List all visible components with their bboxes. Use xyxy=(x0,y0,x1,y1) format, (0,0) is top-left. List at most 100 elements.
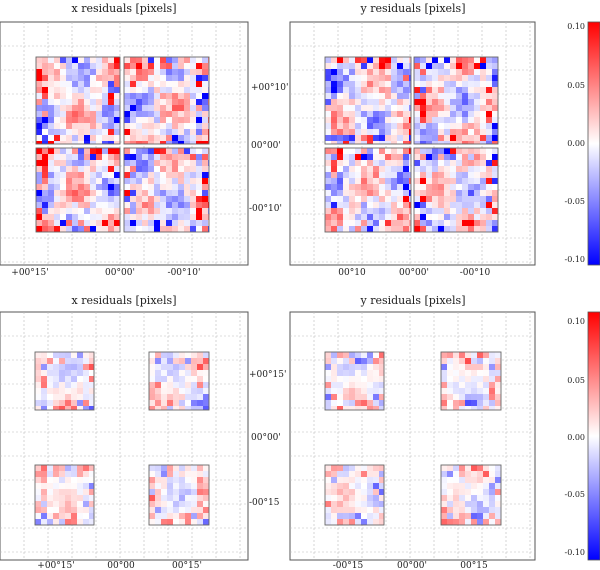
residual-cell xyxy=(166,57,172,63)
residual-cell xyxy=(465,382,471,388)
residual-cell xyxy=(184,63,190,69)
residual-cell xyxy=(108,226,114,232)
residual-cell xyxy=(78,148,84,154)
residual-cell xyxy=(72,69,78,75)
residual-cell xyxy=(66,178,72,184)
residual-cell xyxy=(456,135,462,141)
residual-cell xyxy=(325,154,331,160)
residual-cell xyxy=(65,370,71,376)
residual-cell xyxy=(355,154,361,160)
residual-cell xyxy=(480,123,486,129)
residual-cell xyxy=(495,406,501,410)
residual-cell xyxy=(391,87,397,93)
residual-cell xyxy=(66,214,72,220)
residual-cell xyxy=(462,178,468,184)
residual-cell xyxy=(167,394,173,400)
residual-cell xyxy=(54,135,60,141)
residual-cell xyxy=(441,483,447,489)
colorbar-tick: 0.05 xyxy=(567,376,585,385)
residual-cell xyxy=(77,376,83,382)
residual-cell xyxy=(142,63,148,69)
residual-cell xyxy=(462,57,468,63)
residual-cell xyxy=(459,388,465,394)
residual-cell xyxy=(114,123,120,129)
residual-cell xyxy=(492,129,498,135)
residual-cell xyxy=(480,220,486,226)
residual-cell xyxy=(414,160,420,166)
residual-cell xyxy=(456,184,462,190)
residual-cell xyxy=(72,148,78,154)
residual-cell xyxy=(355,220,361,226)
residual-cell xyxy=(35,394,41,400)
residual-cell xyxy=(71,358,77,364)
residual-cell xyxy=(59,406,65,410)
residual-cell xyxy=(414,184,420,190)
residual-cell xyxy=(190,111,196,117)
residual-cell xyxy=(480,63,486,69)
residual-cell xyxy=(456,99,462,105)
detector-chip xyxy=(35,56,121,145)
residual-cell xyxy=(96,172,102,178)
residual-cell xyxy=(173,465,179,471)
residual-cell xyxy=(331,400,337,406)
colorbar-top: 0.10 0.05 0.00 -0.05 -0.10 xyxy=(564,21,600,266)
residual-cell xyxy=(355,69,361,75)
residual-cell xyxy=(379,406,384,410)
residual-cell xyxy=(468,220,474,226)
residual-cell xyxy=(148,172,154,178)
residual-cell xyxy=(96,154,102,160)
residual-cell xyxy=(483,501,489,507)
residual-cell xyxy=(102,196,108,202)
residual-cell xyxy=(185,471,191,477)
residual-cell xyxy=(355,81,361,87)
residual-cell xyxy=(124,208,130,214)
residual-cell xyxy=(53,388,59,394)
chip-border xyxy=(35,56,121,145)
panel-title: x residuals [pixels] xyxy=(72,294,177,307)
residual-cell xyxy=(155,501,161,507)
residual-cell xyxy=(450,160,456,166)
residual-cell xyxy=(102,141,108,144)
residual-cell xyxy=(337,135,343,141)
residual-cell xyxy=(89,501,94,507)
residual-cell xyxy=(492,57,498,63)
residual-cell xyxy=(361,99,367,105)
residual-cell xyxy=(397,226,403,232)
residual-cell xyxy=(397,63,403,69)
residual-cell xyxy=(355,75,361,81)
residual-cell xyxy=(130,148,136,154)
residual-cell xyxy=(379,81,385,87)
residual-cell xyxy=(391,117,397,123)
residual-cell xyxy=(71,406,77,410)
residual-cell xyxy=(166,69,172,75)
residual-cell xyxy=(468,208,474,214)
residual-cell xyxy=(36,220,42,226)
residual-cell xyxy=(480,184,486,190)
residual-cell xyxy=(325,117,331,123)
residual-cell xyxy=(397,190,403,196)
residual-cell xyxy=(331,57,337,63)
residual-cell xyxy=(124,184,130,190)
residual-cell xyxy=(202,105,208,111)
residual-cell xyxy=(202,226,208,232)
residual-cell xyxy=(438,111,444,117)
residual-cell xyxy=(325,129,331,135)
panel-y-residuals-bottom: y residuals [pixels] -00°15 00°00' 00°15 xyxy=(289,294,536,570)
residual-cell xyxy=(403,208,409,214)
residual-cell xyxy=(349,184,355,190)
colorbar-tick: 0.00 xyxy=(567,433,585,442)
residual-cell xyxy=(47,477,53,483)
plot-frame xyxy=(289,21,536,266)
residual-cell xyxy=(90,196,96,202)
residual-cell xyxy=(124,178,130,184)
residual-cell xyxy=(178,226,184,232)
residual-cell xyxy=(84,57,90,63)
residual-cell xyxy=(361,63,367,69)
residual-cell xyxy=(367,376,373,382)
residual-cell xyxy=(66,129,72,135)
residual-cell xyxy=(474,190,480,196)
residual-cell xyxy=(60,99,66,105)
residual-cell xyxy=(403,87,409,93)
residual-cell xyxy=(331,160,337,166)
residual-cell xyxy=(343,172,349,178)
